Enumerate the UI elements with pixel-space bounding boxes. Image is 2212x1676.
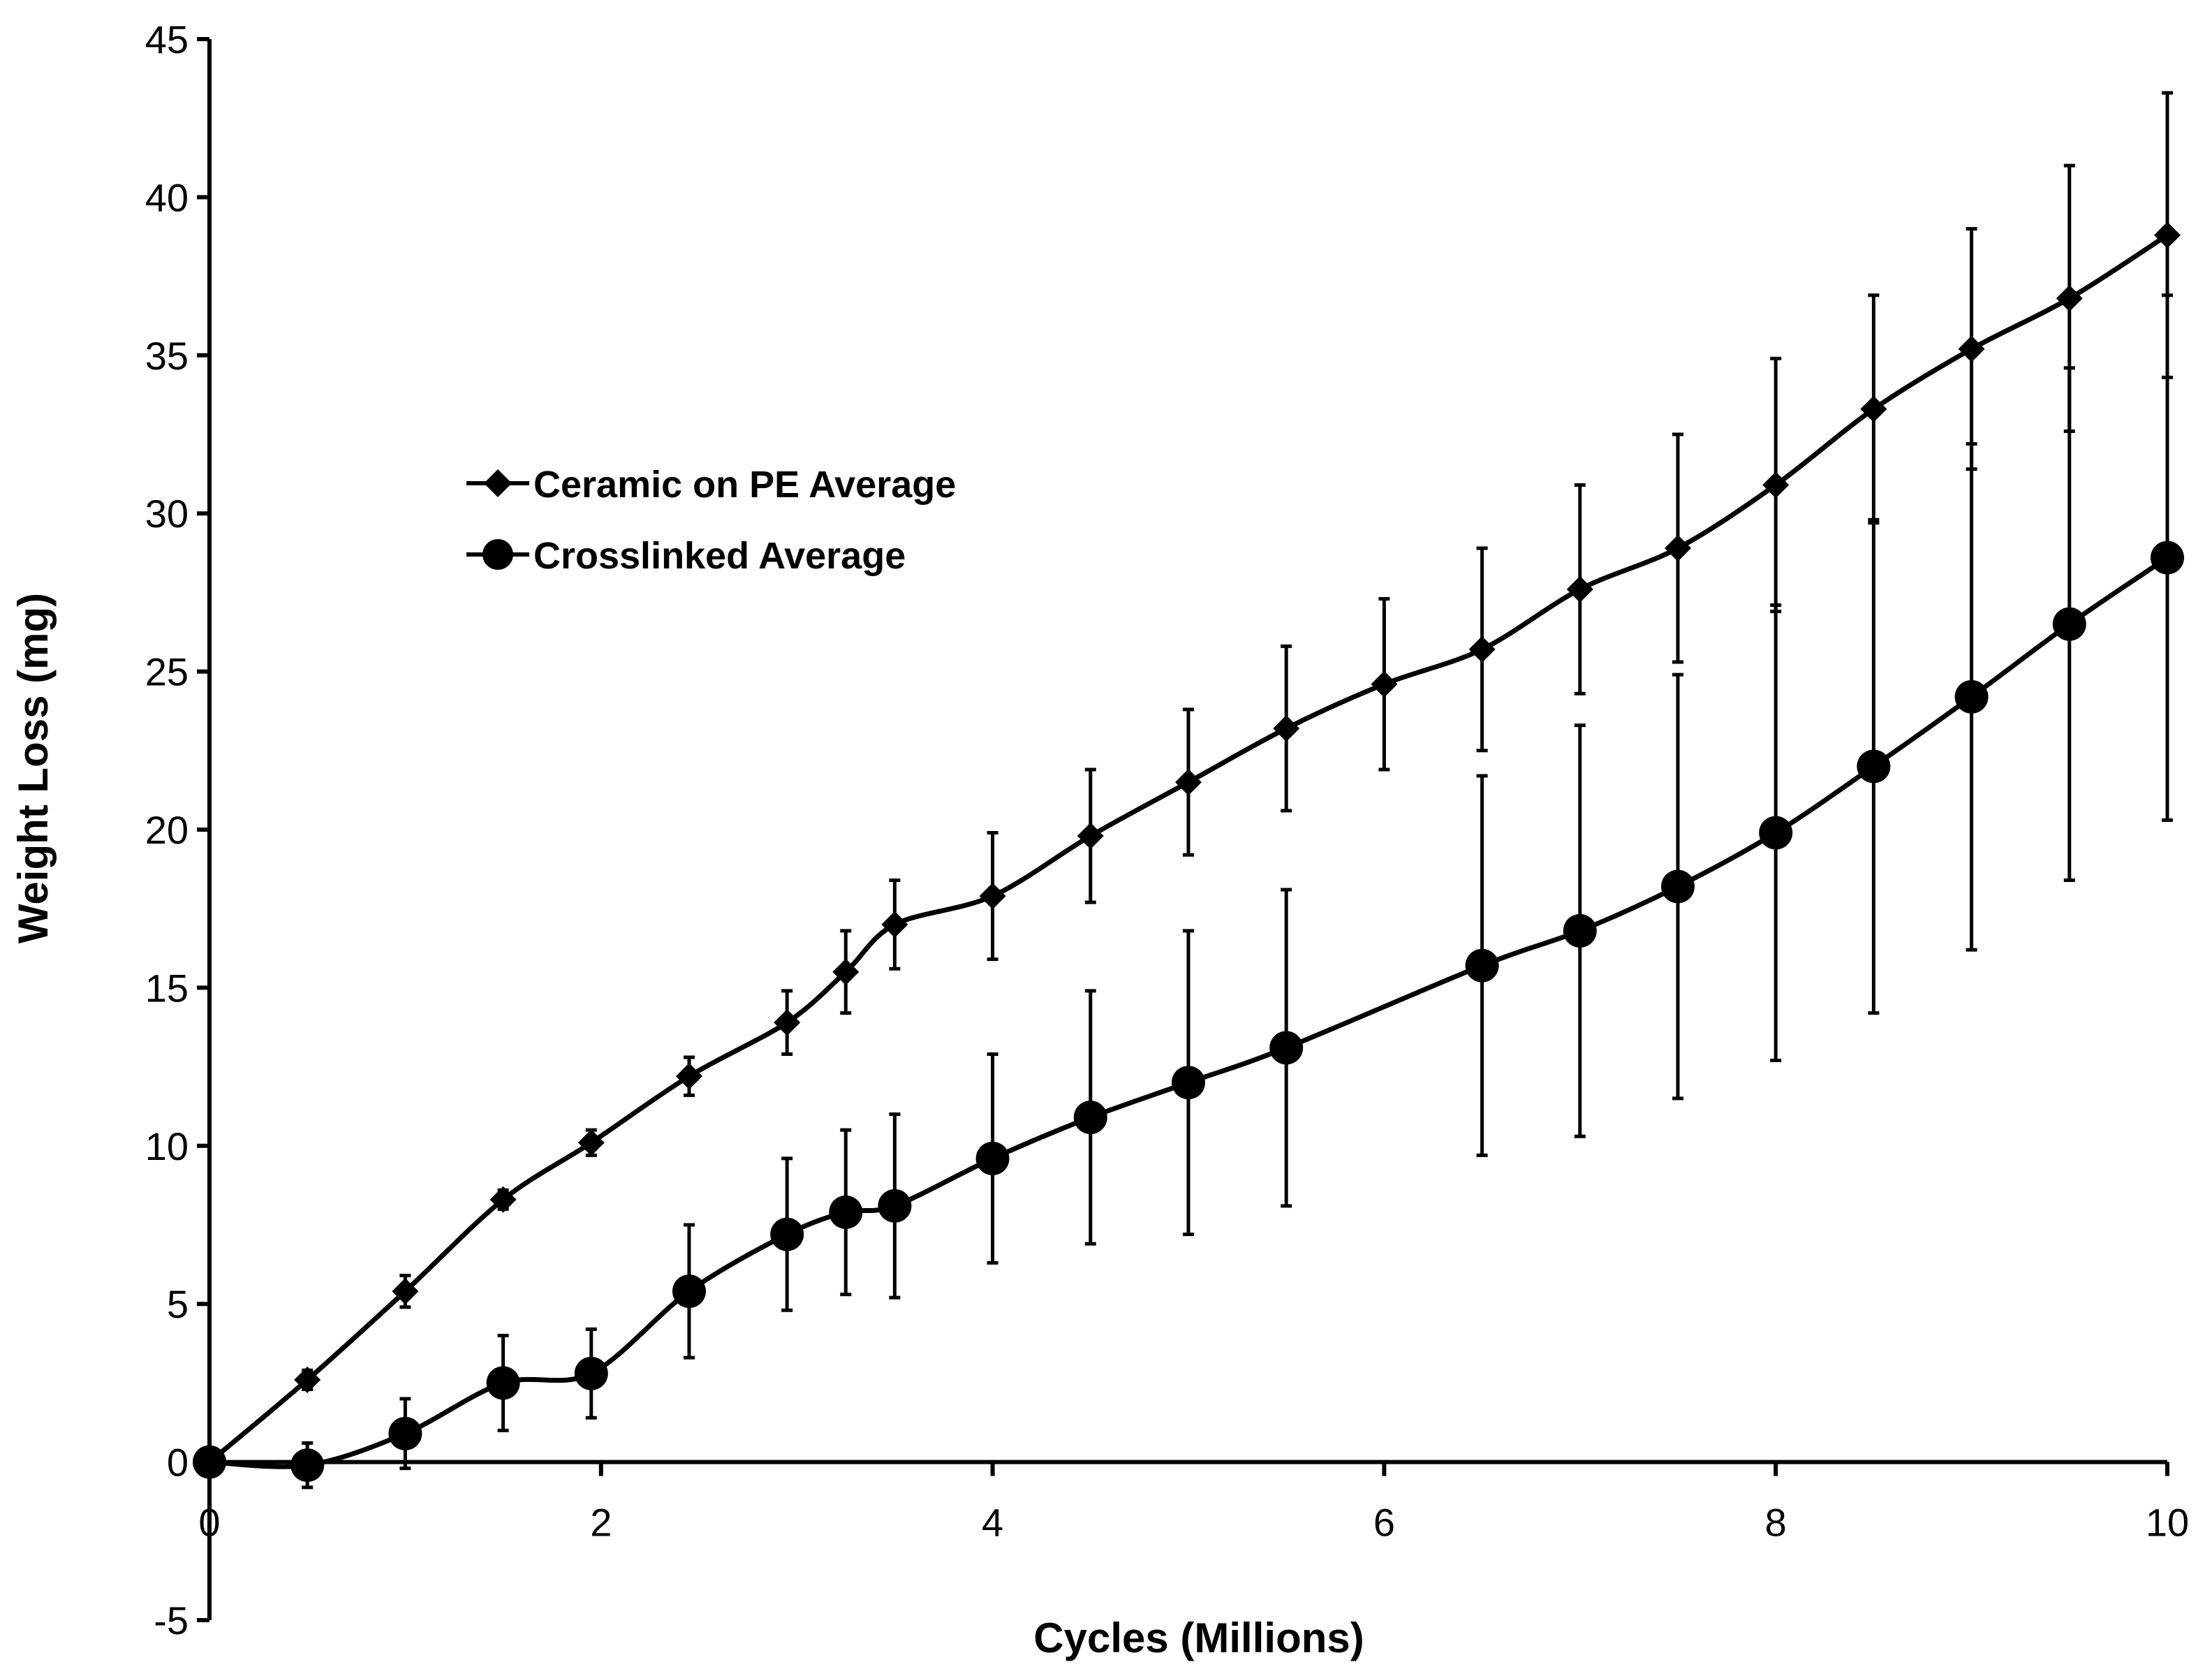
data-point-crosslinked — [1465, 948, 1499, 983]
data-point-crosslinked — [1661, 869, 1695, 904]
x-tick-label: 0 — [198, 1501, 220, 1545]
data-point-crosslinked — [388, 1416, 422, 1450]
legend: Ceramic on PE Average Crosslinked Averag… — [466, 464, 956, 577]
legend-item-crosslinked: Crosslinked Average — [466, 535, 906, 577]
data-point-ceramic — [392, 1278, 419, 1305]
legend-diamond-marker — [484, 469, 512, 497]
data-point-crosslinked — [1954, 679, 1989, 714]
y-tick-label: 35 — [145, 334, 189, 378]
legend-label-crosslinked: Crosslinked Average — [533, 535, 906, 577]
y-tick-label: 15 — [145, 966, 189, 1010]
x-tick-label: 2 — [590, 1501, 612, 1545]
data-point-ceramic — [774, 1009, 801, 1036]
legend-item-ceramic: Ceramic on PE Average — [466, 464, 956, 506]
y-ticks: -5 0 5 10 15 20 25 30 35 40 45 — [145, 17, 209, 1642]
data-point-crosslinked — [2052, 607, 2086, 641]
data-point-ceramic — [1371, 670, 1398, 698]
x-ticks: 0 2 4 6 8 10 — [198, 1462, 2189, 1545]
data-point-ceramic — [2056, 285, 2083, 312]
y-tick-label: 40 — [145, 175, 189, 219]
data-point-ceramic — [1762, 471, 1790, 499]
data-point-ceramic — [1468, 635, 1496, 663]
data-point-ceramic — [2154, 221, 2181, 249]
error-bars — [302, 91, 2173, 1490]
data-point-ceramic — [1958, 335, 1985, 362]
data-point-ceramic — [1175, 769, 1202, 796]
y-tick-label: 20 — [145, 808, 189, 852]
data-point-ceramic — [1860, 395, 1887, 422]
data-point-crosslinked — [1172, 1066, 1205, 1100]
data-point-crosslinked — [574, 1356, 608, 1390]
data-point-crosslinked — [1073, 1101, 1107, 1135]
data-point-crosslinked — [1563, 913, 1597, 948]
data-point-ceramic — [979, 883, 1006, 910]
legend-label-ceramic: Ceramic on PE Average — [533, 464, 956, 506]
data-point-ceramic — [577, 1129, 605, 1156]
series-line-ceramic — [207, 233, 2169, 1464]
data-point-ceramic — [675, 1063, 702, 1090]
data-point-ceramic — [1566, 575, 1593, 603]
data-point-crosslinked — [1857, 749, 1891, 784]
data-point-crosslinked — [672, 1274, 706, 1309]
data-point-ceramic — [881, 911, 908, 938]
data-point-crosslinked — [1269, 1031, 1304, 1065]
x-tick-label: 10 — [2146, 1501, 2189, 1545]
data-point-crosslinked — [829, 1195, 863, 1229]
data-point-crosslinked — [975, 1141, 1010, 1175]
data-point-crosslinked — [2151, 541, 2184, 575]
data-point-crosslinked — [770, 1217, 804, 1251]
y-tick-label: 25 — [145, 650, 189, 694]
y-tick-label: 10 — [145, 1124, 189, 1168]
y-tick-label: 0 — [167, 1441, 189, 1485]
data-point-ceramic — [489, 1186, 517, 1213]
x-axis-title: Cycles (Millions) — [1033, 1615, 1364, 1661]
y-tick-label: 5 — [167, 1282, 189, 1326]
data-point-ceramic — [294, 1366, 321, 1393]
y-tick-label: 45 — [145, 17, 189, 61]
data-point-ceramic — [1665, 535, 1691, 562]
data-point-ceramic — [1077, 823, 1104, 850]
x-tick-label: 8 — [1765, 1501, 1787, 1545]
data-point-crosslinked — [878, 1189, 912, 1223]
data-point-ceramic — [1273, 715, 1300, 742]
y-tick-label: -5 — [154, 1598, 189, 1642]
series-markers — [193, 221, 2184, 1483]
legend-circle-marker — [482, 539, 513, 570]
x-tick-label: 4 — [982, 1501, 1003, 1545]
data-point-crosslinked — [486, 1366, 520, 1400]
data-point-crosslinked — [1759, 816, 1793, 850]
y-axis-title: Weight Loss (mg) — [10, 593, 57, 943]
data-point-crosslinked — [290, 1448, 325, 1483]
data-point-ceramic — [832, 958, 860, 985]
y-tick-label: 30 — [145, 492, 189, 536]
x-tick-label: 6 — [1373, 1501, 1395, 1545]
